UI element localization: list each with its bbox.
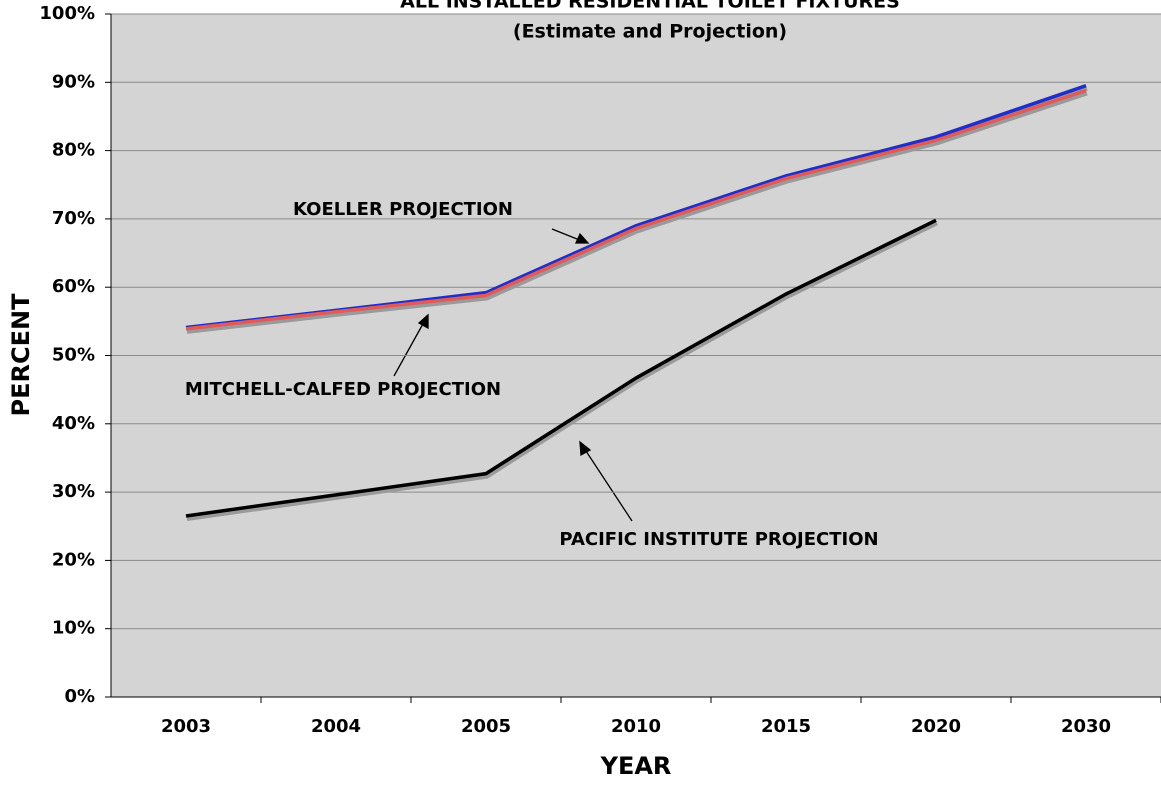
x-tick-label: 2010 xyxy=(611,716,661,737)
series-label: MITCHELL-CALFED PROJECTION xyxy=(185,379,501,400)
chart-subtitle: (Estimate and Projection) xyxy=(513,21,787,43)
series-label: PACIFIC INSTITUTE PROJECTION xyxy=(559,529,878,550)
arrow xyxy=(583,447,633,522)
y-tick-label: 100% xyxy=(39,3,95,24)
y-axis-label: PERCENT xyxy=(7,293,35,417)
arrow-head xyxy=(579,440,592,457)
annotation-arrows xyxy=(393,228,633,522)
arrow xyxy=(551,228,583,242)
y-tick-label: 90% xyxy=(52,71,95,92)
line xyxy=(185,88,1087,331)
line xyxy=(185,218,937,518)
x-tick-label: 2003 xyxy=(161,716,211,737)
chart-title: ALL INSTALLED RESIDENTIAL TOILET FIXTURE… xyxy=(400,0,900,13)
y-tick-label: 0% xyxy=(64,686,95,707)
y-tick-label: 50% xyxy=(52,345,95,366)
line-shadow xyxy=(186,221,938,521)
arrow-head xyxy=(574,232,590,244)
y-tick-label: 40% xyxy=(52,413,95,434)
x-tick-label: 2030 xyxy=(1061,716,1111,737)
x-tick-label: 2020 xyxy=(911,716,961,737)
x-tick-label: 2004 xyxy=(311,716,361,737)
line-shadow xyxy=(186,91,1088,334)
arrow xyxy=(393,321,425,377)
y-tick-label: 20% xyxy=(52,549,95,570)
y-tick-label: 80% xyxy=(52,140,95,161)
series-label: KOELLER PROJECTION xyxy=(293,199,513,220)
y-tick-label: 60% xyxy=(52,276,95,297)
x-tick-label: 2015 xyxy=(761,716,811,737)
y-tick-label: 10% xyxy=(52,618,95,639)
y-tick-label: 70% xyxy=(52,208,95,229)
x-tick-label: 2005 xyxy=(461,716,511,737)
x-axis-label: YEAR xyxy=(600,752,672,780)
y-tick-label: 30% xyxy=(52,481,95,502)
arrow-head xyxy=(417,313,429,330)
